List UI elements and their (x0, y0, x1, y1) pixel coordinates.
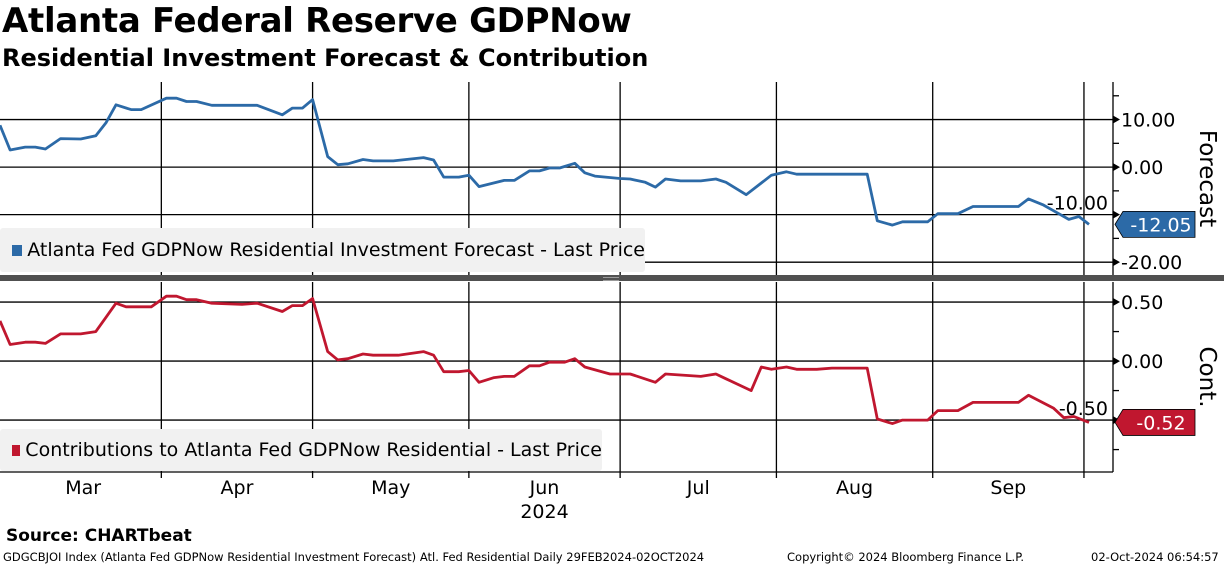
chart-subtitle: Residential Investment Forecast & Contri… (2, 44, 649, 72)
y-tick-marker-contribution (1113, 357, 1120, 366)
last-value-tag-contribution (1114, 409, 1196, 436)
y-tick-marker-forecast (1113, 210, 1120, 219)
panel-divider[interactable] (0, 275, 1224, 281)
x-year-label: 2024 (520, 501, 568, 523)
x-tick-label-jul: Jul (686, 477, 710, 499)
index-info: GDGCBJOI Index (Atlanta Fed GDPNow Resid… (3, 550, 705, 564)
series-line-contribution (0, 294, 1090, 425)
x-tick-label-aug: Aug (836, 477, 873, 499)
y-tick-label-forecast: -20.00 (1121, 252, 1182, 274)
x-tick-label-apr: Apr (221, 477, 254, 499)
copyright: Copyright© 2024 Bloomberg Finance L.P. (787, 550, 1024, 564)
series-line-forecast (0, 96, 1090, 227)
x-tick-label-jun: Jun (529, 477, 560, 499)
y-axis-title-forecast: Forecast (1194, 130, 1220, 227)
chart-title: Atlanta Federal Reserve GDPNow (2, 1, 632, 41)
y-axis-title-contribution: Cont. (1194, 346, 1220, 407)
legend-swatch-forecast (12, 244, 23, 256)
y-tick-label-forecast: -10.00 (1047, 193, 1108, 215)
source-label: Source: CHARTbeat (6, 526, 192, 546)
y-tick-label-forecast: 10.00 (1121, 110, 1175, 132)
legend-label-contribution: Contributions to Atlanta Fed GDPNow Resi… (25, 439, 602, 461)
y-tick-label-forecast: 0.00 (1121, 157, 1163, 179)
x-tick-label-sep: Sep (990, 477, 1026, 499)
legend-swatch-contribution (12, 444, 21, 456)
x-tick-label-mar: Mar (65, 477, 101, 499)
y-tick-marker-forecast (1113, 115, 1120, 124)
y-tick-label-contribution: -0.50 (1059, 398, 1108, 420)
y-tick-label-contribution: 0.00 (1121, 351, 1163, 373)
x-tick-label-may: May (371, 477, 410, 499)
legend-contribution: Contributions to Atlanta Fed GDPNow Resi… (0, 429, 602, 471)
legend-label-forecast: Atlanta Fed GDPNow Residential Investmen… (27, 239, 645, 261)
panel-divider-handle[interactable] (603, 277, 619, 281)
timestamp: 02-Oct-2024 06:54:57 (1091, 550, 1219, 564)
last-value-label-contribution: -0.52 (1136, 412, 1185, 434)
y-tick-marker-forecast (1113, 163, 1120, 172)
y-tick-marker-forecast (1113, 258, 1120, 267)
y-tick-label-contribution: 0.50 (1121, 292, 1163, 314)
legend-forecast: Atlanta Fed GDPNow Residential Investmen… (0, 228, 645, 272)
y-tick-marker-contribution (1113, 298, 1120, 307)
last-value-label-forecast: -12.05 (1130, 214, 1191, 236)
last-value-tag-forecast (1114, 210, 1196, 238)
